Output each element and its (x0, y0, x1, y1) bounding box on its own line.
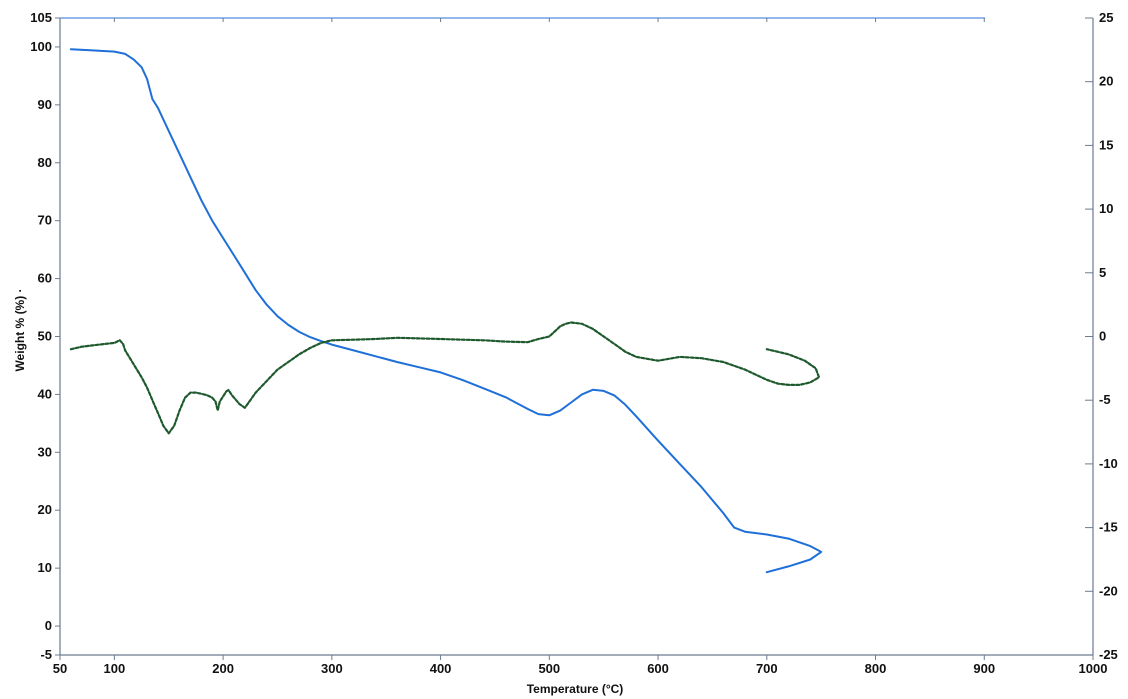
y2-tick-label: 5 (1099, 265, 1106, 280)
x-tick-label: 800 (865, 661, 887, 676)
weight-percent-line (69, 48, 823, 574)
y-axis-title: Weight % (%) · (13, 288, 27, 371)
derivative-weight-line (69, 321, 821, 435)
y-tick-label: 105 (30, 10, 52, 25)
x-tick-label: 200 (212, 661, 234, 676)
x-tick-label: 300 (321, 661, 343, 676)
y2-tick-label: -5 (1099, 392, 1111, 407)
y2-tick-label: -20 (1099, 583, 1118, 598)
y-tick-label: 70 (38, 213, 52, 228)
y-tick-label: 90 (38, 97, 52, 112)
y2-tick-label: 20 (1099, 74, 1113, 89)
x-tick-label: 100 (104, 661, 126, 676)
y-tick-label: -5 (40, 647, 52, 662)
y2-tick-label: 10 (1099, 201, 1113, 216)
y-tick-label: 0 (45, 618, 52, 633)
chart-axes (59, 17, 1094, 656)
y2-tick-label: 25 (1099, 10, 1113, 25)
y-tick-label: 60 (38, 271, 52, 286)
y2-tick-label: 0 (1099, 329, 1106, 344)
y2-tick-label: -15 (1099, 520, 1118, 535)
x-tick-label: 700 (756, 661, 778, 676)
x-axis-title: Temperature (°C) (527, 682, 624, 696)
chart-series (69, 48, 823, 574)
y-tick-label: 40 (38, 386, 52, 401)
y-tick-label: 30 (38, 444, 52, 459)
x-tick-label: 1000 (1079, 661, 1108, 676)
y2-tick-label: 15 (1099, 137, 1113, 152)
y-tick-label: 20 (38, 502, 52, 517)
y2-tick-label: -10 (1099, 456, 1118, 471)
x-tick-label: 400 (430, 661, 452, 676)
chart-ticks: 50 100 200 300 400 500 600 700 800 900 1000-501020… (30, 10, 1118, 676)
y-tick-label: 10 (38, 560, 52, 575)
y-tick-label: 80 (38, 155, 52, 170)
x-tick-label: 900 (973, 661, 995, 676)
x-tick-label: 600 (647, 661, 669, 676)
y-tick-label: 100 (30, 39, 52, 54)
x-tick-label: 50 (53, 661, 67, 676)
x-tick-label: 500 (538, 661, 560, 676)
y2-tick-label: -25 (1099, 647, 1118, 662)
y-tick-label: 50 (38, 329, 52, 344)
